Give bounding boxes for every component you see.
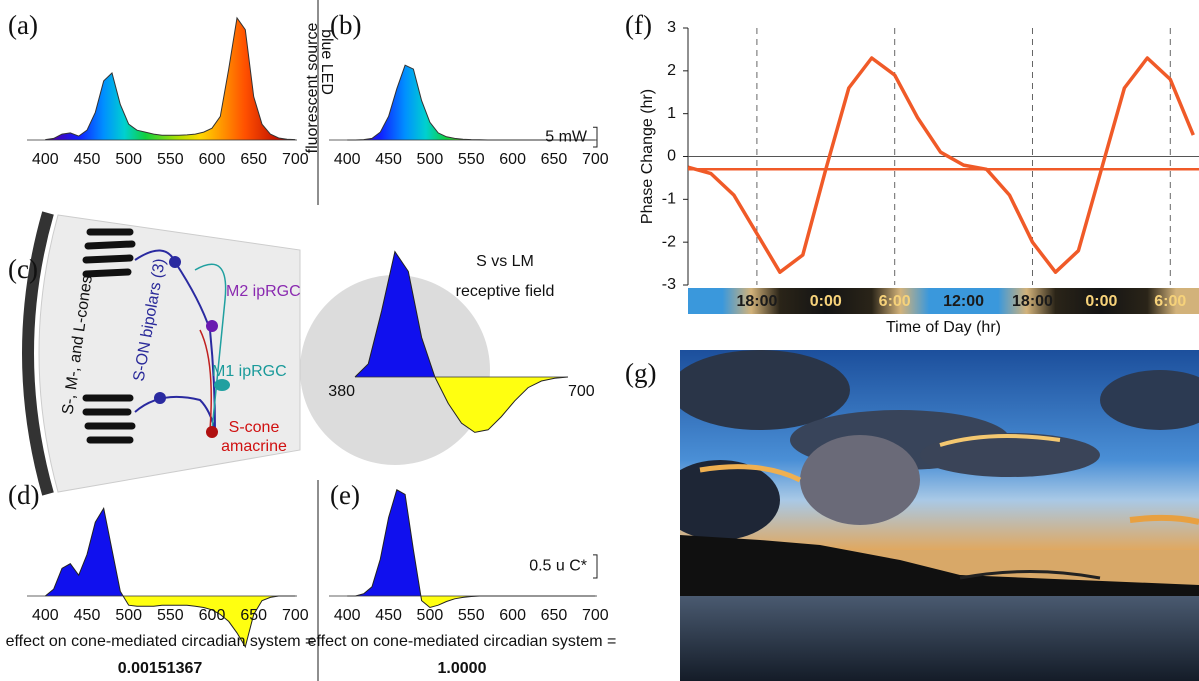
x-tick-label: 400 — [32, 607, 59, 624]
panel-label: (b) — [330, 10, 361, 40]
x-tick-label: 400 — [334, 151, 361, 168]
x-tick-label: 6:00 — [879, 293, 911, 310]
source-label: fluorescent source — [304, 23, 321, 154]
result: 1.0000 — [438, 660, 487, 677]
chart-title: receptive field — [456, 283, 555, 300]
x-tick-label: 600 — [199, 607, 226, 624]
x-tick-label: 550 — [458, 607, 485, 624]
x-tick-label: 450 — [74, 151, 101, 168]
panel-label: (c) — [8, 254, 38, 284]
y-tick-label: -2 — [662, 233, 676, 250]
y-tick-label: 2 — [667, 62, 676, 79]
x-tick-label: 450 — [375, 151, 402, 168]
x-tick-label: 600 — [199, 151, 226, 168]
amacrine-label: S-cone — [229, 419, 280, 436]
photo — [680, 350, 1199, 681]
panel-label: (a) — [8, 10, 38, 40]
x-tick-label: 18:00 — [1012, 293, 1053, 310]
caption: effect on cone-mediated circadian system… — [6, 633, 315, 650]
x-axis-label: Time of Day (hr) — [886, 319, 1001, 336]
negative-fill — [355, 377, 568, 433]
x-tick-label: 450 — [74, 607, 101, 624]
series-line — [688, 56, 1195, 274]
x-tick-label: 700 — [582, 151, 609, 168]
x-tick-label: 650 — [541, 607, 568, 624]
y-tick-label: -3 — [662, 276, 676, 293]
x-tick-label: 0:00 — [810, 293, 842, 310]
x-tick-label: 12:00 — [943, 293, 984, 310]
pigment-layer — [22, 211, 54, 496]
y-tick-label: 1 — [667, 105, 676, 122]
x-tick-label: 500 — [417, 151, 444, 168]
source-label: blue LED — [318, 29, 335, 95]
x-tick-label: 700 — [568, 383, 595, 400]
m1-label: M1 ipRGC — [212, 363, 287, 380]
panel-label: (g) — [625, 358, 656, 388]
negative-fill — [45, 596, 296, 647]
y-tick-label: -1 — [662, 191, 676, 208]
scale-bar-label: 5 mW — [545, 128, 588, 145]
caption: effect on cone-mediated circadian system… — [308, 633, 617, 650]
x-tick-label: 550 — [157, 607, 184, 624]
x-tick-label: 700 — [582, 607, 609, 624]
x-tick-label: 600 — [499, 151, 526, 168]
x-tick-label: 6:00 — [1154, 293, 1186, 310]
x-tick-label: 700 — [282, 151, 309, 168]
x-tick-label: 650 — [240, 607, 267, 624]
positive-fill — [45, 508, 296, 596]
amacrine-label: amacrine — [221, 438, 287, 455]
x-tick-label: 500 — [115, 607, 142, 624]
scale-bar — [593, 554, 598, 579]
x-tick-label: 700 — [282, 607, 309, 624]
positive-fill — [347, 489, 596, 596]
cones — [82, 228, 136, 444]
x-tick-label: 380 — [328, 383, 355, 400]
x-tick-label: 550 — [157, 151, 184, 168]
scale-bar-label: 0.5 u C* — [529, 558, 587, 575]
x-tick-label: 600 — [499, 607, 526, 624]
positive-fill — [355, 251, 568, 377]
y-tick-label: 3 — [667, 19, 676, 36]
time-band — [688, 288, 1199, 314]
m2-label: M2 ipRGC — [226, 283, 301, 300]
chart-title: S vs LM — [476, 253, 534, 270]
curve — [45, 16, 296, 141]
x-tick-label: 400 — [334, 607, 361, 624]
panel-label: (e) — [330, 480, 360, 510]
result: 0.00151367 — [118, 660, 203, 677]
x-tick-label: 400 — [32, 151, 59, 168]
area-fill — [347, 65, 596, 140]
x-tick-label: 500 — [417, 607, 444, 624]
x-tick-label: 650 — [240, 151, 267, 168]
x-tick-label: 0:00 — [1085, 293, 1117, 310]
x-tick-label: 500 — [115, 151, 142, 168]
curve — [354, 250, 569, 433]
scale-bar — [593, 126, 598, 148]
x-tick-label: 550 — [458, 151, 485, 168]
x-tick-label: 450 — [375, 607, 402, 624]
y-tick-label: 0 — [667, 148, 676, 165]
curve — [44, 506, 296, 649]
panel-label: (d) — [8, 480, 39, 510]
area-fill — [45, 17, 296, 140]
panel-label: (f) — [625, 10, 652, 40]
x-tick-label: 650 — [541, 151, 568, 168]
y-axis-label: Phase Change (hr) — [639, 89, 656, 224]
x-tick-label: 18:00 — [736, 293, 777, 310]
